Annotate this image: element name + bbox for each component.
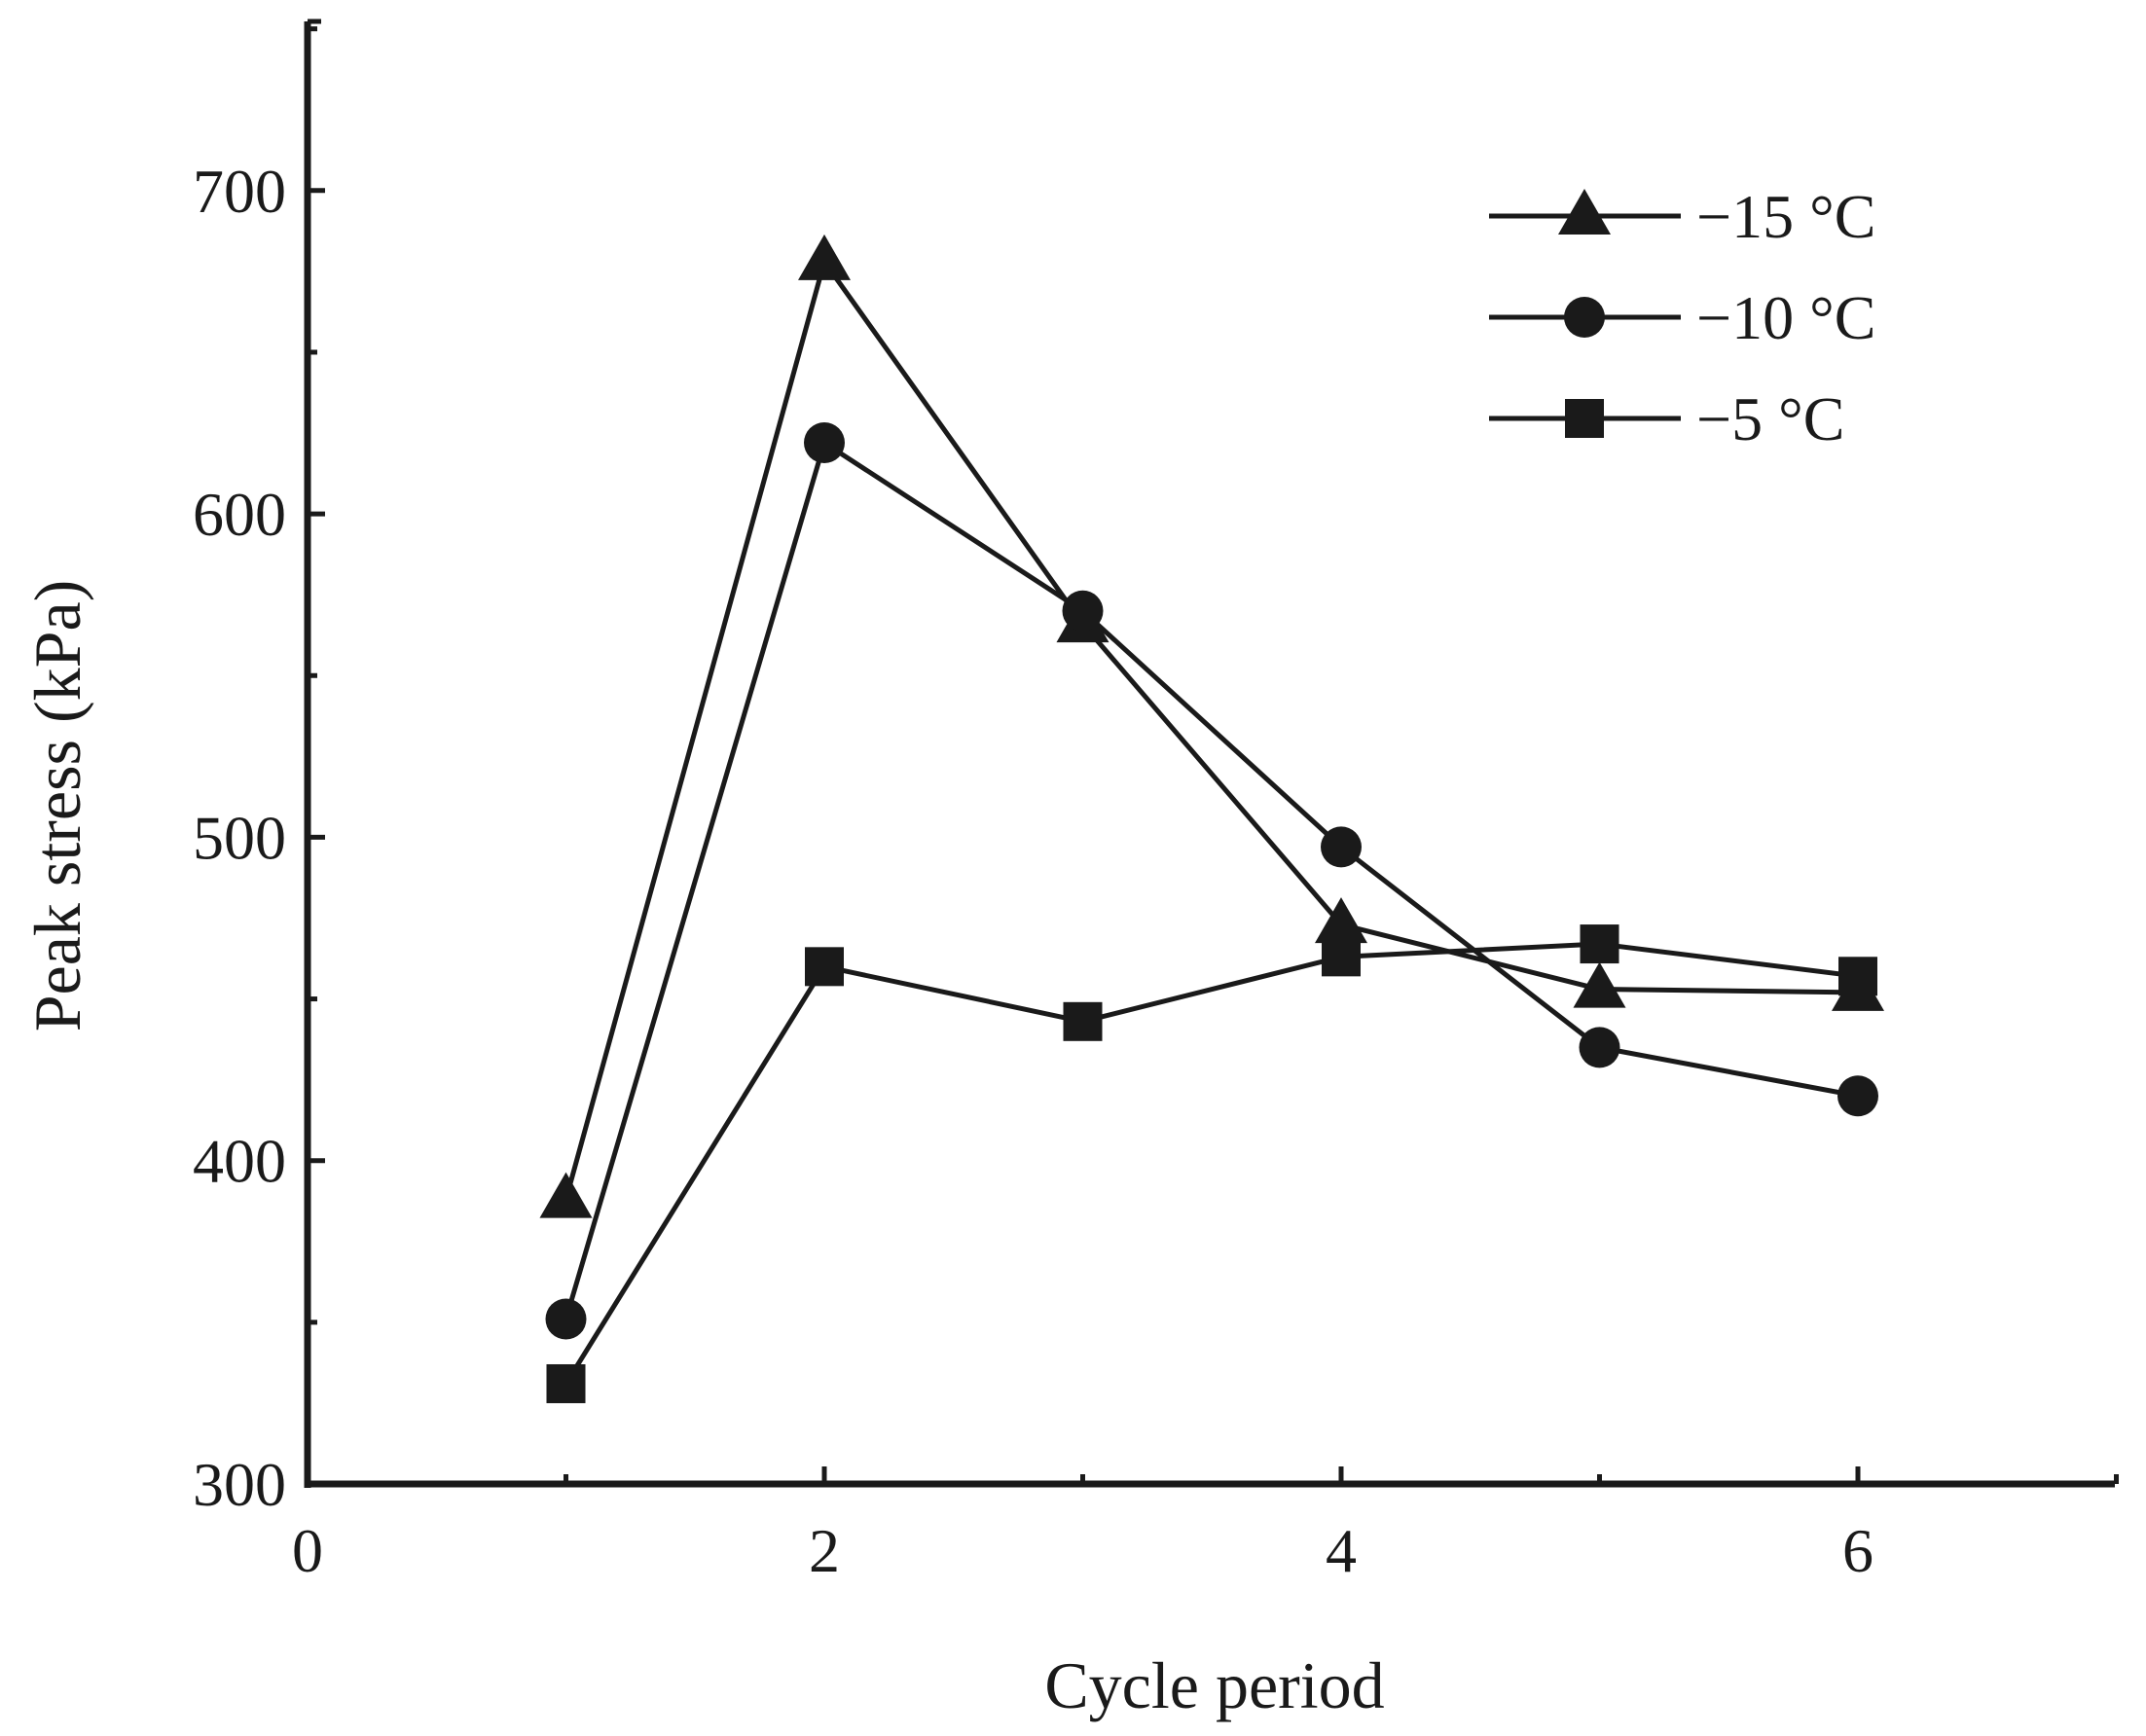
legend-label: −10 °C (1696, 283, 1875, 352)
data-point-circle (804, 421, 845, 463)
x-axis-title: Cycle period (1044, 1648, 1384, 1722)
legend-item: −15 °C (1489, 182, 1875, 251)
y-tick-label: 300 (193, 1450, 286, 1519)
data-point-circle (1837, 1075, 1878, 1117)
y-tick-label: 600 (193, 480, 286, 549)
y-tick-label: 400 (193, 1127, 286, 1196)
x-tick-label: 0 (292, 1516, 323, 1585)
y-tick-label: 500 (193, 803, 286, 872)
x-tick-label: 4 (1326, 1516, 1357, 1585)
data-point-circle (1062, 590, 1104, 632)
data-point-square (805, 947, 844, 987)
legend-marker-circle (1564, 297, 1605, 338)
legend-label: −15 °C (1696, 182, 1875, 251)
series-layer (539, 234, 1884, 1403)
legend: −15 °C −10 °C −5 °C (1489, 182, 1875, 453)
data-point-triangle (1315, 897, 1367, 944)
series-line (564, 941, 1859, 1386)
data-point-circle (1321, 826, 1362, 868)
data-point-square (1063, 1001, 1103, 1041)
series-line (564, 256, 1859, 1201)
axes: 300 400 500 600 700 0 2 4 6 (193, 18, 2119, 1585)
legend-item: −10 °C (1489, 283, 1875, 352)
series-circle (545, 421, 1878, 1340)
y-tick-label: 700 (193, 157, 286, 226)
data-point-triangle (539, 1172, 593, 1218)
data-point-square (1838, 957, 1877, 996)
data-point-square (1322, 937, 1361, 977)
data-point-circle (1579, 1027, 1620, 1068)
series-line (564, 439, 1859, 1320)
series-triangle (539, 234, 1884, 1218)
x-tick-label: 6 (1842, 1516, 1873, 1585)
data-point-triangle (1573, 961, 1626, 1008)
data-point-triangle (798, 234, 851, 280)
legend-marker-triangle (1558, 189, 1611, 235)
y-axis-title: Peak stress (kPa) (20, 580, 94, 1032)
x-tick-label: 2 (809, 1516, 840, 1585)
data-point-circle (545, 1298, 587, 1340)
data-point-square (1580, 924, 1619, 964)
legend-item: −5 °C (1489, 384, 1844, 453)
legend-label: −5 °C (1696, 384, 1844, 453)
data-point-square (546, 1363, 586, 1403)
legend-marker-square (1565, 399, 1604, 438)
series-square (546, 924, 1877, 1403)
